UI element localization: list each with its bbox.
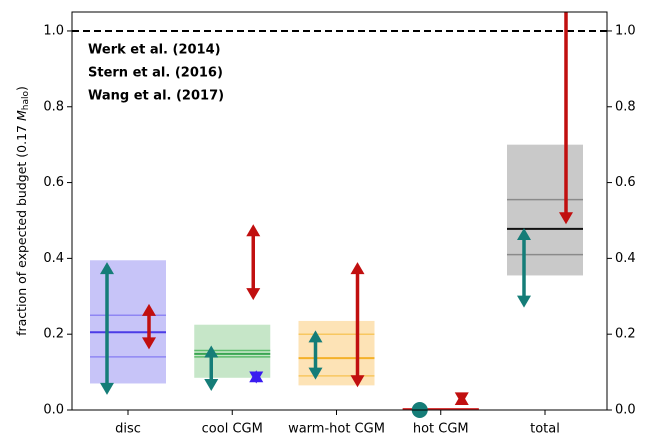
- arrow-head: [246, 288, 261, 301]
- range-box: [507, 144, 583, 276]
- x-tick-label: warm-hot CGM: [288, 422, 385, 435]
- arrow-head: [350, 375, 365, 388]
- arrow-head: [142, 337, 156, 350]
- x-tick-label: disc: [115, 422, 141, 435]
- arrow-head: [454, 392, 469, 405]
- y-tick-label: 0.0: [43, 403, 64, 418]
- y-tick-label: 0.2: [43, 327, 64, 342]
- arrow-head: [517, 295, 531, 308]
- arrow-head: [100, 382, 114, 395]
- range-box: [194, 324, 271, 378]
- legend-entry: Wang et al. (2017): [88, 89, 224, 104]
- arrow-head: [308, 367, 323, 380]
- arrow-head: [308, 330, 323, 343]
- range-box: [298, 320, 375, 386]
- y-tick-label: 0.6: [43, 175, 64, 190]
- range-box: [90, 260, 166, 384]
- y2-tick-label: 0.8: [615, 99, 636, 114]
- y2-tick-label: 0.0: [615, 403, 636, 418]
- y-label-part: M: [14, 110, 29, 121]
- y2-tick-label: 0.2: [615, 327, 636, 342]
- arrow-head: [246, 224, 261, 237]
- arrow-head: [249, 370, 264, 383]
- y-axis-label: fraction of expected budget (0.17 Mhalo): [14, 86, 31, 336]
- arrow-head: [559, 212, 573, 225]
- legend-entry: Werk et al. (2014): [88, 43, 221, 58]
- arrow-head: [350, 262, 365, 275]
- y-tick-label: 1.0: [43, 23, 64, 38]
- x-tick-label: hot CGM: [413, 422, 469, 435]
- y2-tick-label: 1.0: [615, 23, 636, 38]
- x-tick-label: total: [530, 422, 560, 435]
- y-label-part: fraction of expected budget (0.17: [14, 121, 29, 336]
- y-label-part: ): [14, 86, 29, 91]
- x-tick-label: cool CGM: [202, 422, 263, 435]
- y-label-part: halo: [21, 91, 31, 111]
- arrow-head: [142, 303, 156, 316]
- arrow-head: [204, 345, 219, 358]
- y2-tick-label: 0.4: [615, 251, 636, 266]
- arrow-head: [100, 262, 114, 275]
- y-tick-label: 0.8: [43, 99, 64, 114]
- legend-entry: Stern et al. (2016): [88, 66, 223, 81]
- plot-frame: [71, 11, 608, 411]
- arrow-head: [517, 228, 531, 241]
- y-tick-label: 0.4: [43, 251, 64, 266]
- y2-tick-label: 0.6: [615, 175, 636, 190]
- arrow-head: [204, 379, 219, 392]
